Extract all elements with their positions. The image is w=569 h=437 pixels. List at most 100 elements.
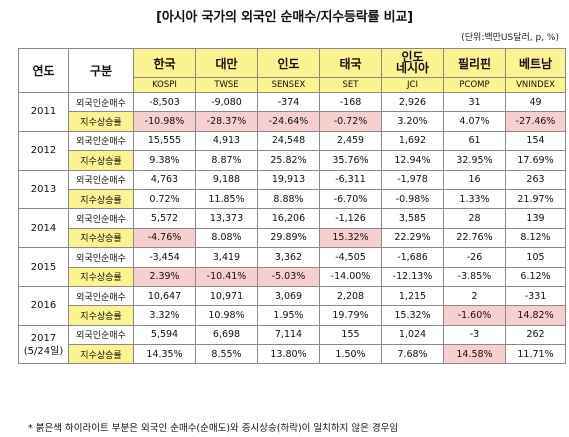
value-cell: 2,459 (319, 130, 382, 152)
value-cell: 16 (443, 169, 506, 190)
value-cell: 9,188 (195, 169, 258, 190)
value-cell: -4,505 (319, 247, 382, 268)
header-row-indices: KOSPI TWSE SENSEX SET JCI PCOMP VNINDEX (18, 77, 566, 93)
highlighted-value-cell: -0.72% (319, 111, 382, 132)
value-cell: -1,686 (381, 247, 444, 268)
row-label-index-change: 지수상승률 (68, 188, 134, 210)
index-header-set: SET (319, 77, 382, 93)
table-row: 2016 외국인순매수 10,647 10,971 3,069 2,208 1,… (18, 285, 566, 326)
value-cell: 2,208 (319, 285, 382, 307)
value-cell: 5,572 (133, 208, 196, 229)
year-cell: 2017 (5/24일) (18, 324, 69, 365)
value-cell: 25.82% (257, 150, 320, 171)
value-cell: 1,024 (381, 324, 444, 346)
value-cell: -26 (443, 247, 506, 268)
row-label-net-buy: 외국인순매수 (68, 91, 134, 113)
row-label-net-buy: 외국인순매수 (68, 169, 134, 190)
highlighted-value-cell: -24.64% (257, 111, 320, 132)
value-cell: 155 (319, 324, 382, 346)
value-cell: 2 (443, 285, 506, 307)
highlighted-value-cell: -1.60% (443, 305, 506, 326)
value-cell: 1.50% (319, 344, 382, 365)
highlighted-value-cell: 15.32% (319, 227, 382, 249)
year-cell: 2013 (18, 169, 69, 210)
year-label: 2017 (30, 332, 57, 344)
table-row: 지수상승률 14.35% 8.55% 13.80% 1.50% 7.68% 14… (19, 344, 566, 365)
value-cell: 1,215 (381, 285, 444, 307)
highlighted-value-cell: -5.03% (257, 266, 320, 287)
country-header-taiwan: 대만 (195, 48, 258, 78)
value-cell: 16,206 (257, 208, 320, 229)
value-cell: -6,311 (319, 169, 382, 190)
value-cell: -1,978 (381, 169, 444, 190)
row-label-net-buy: 외국인순매수 (68, 208, 134, 229)
index-header-pcomp: PCOMP (443, 77, 506, 93)
year-cell: 2015 (18, 247, 69, 287)
value-cell: 8.55% (195, 344, 258, 365)
value-cell: 0.72% (133, 188, 196, 210)
index-header-jci: JCI (381, 77, 444, 93)
value-cell: -12.13% (381, 266, 444, 287)
value-cell: -8,503 (133, 91, 196, 113)
value-cell: 17.69% (505, 150, 566, 171)
value-cell: -374 (257, 91, 320, 113)
table-row: 2011 외국인순매수 -8,503 -9,080 -374 -168 2,92… (18, 91, 566, 132)
country-header-indonesia: 인도 네시아 (381, 48, 444, 78)
year-header: 연도 (18, 48, 69, 93)
row-label-index-change: 지수상승률 (68, 150, 134, 171)
value-cell: 6.12% (505, 266, 566, 287)
highlighted-value-cell: -27.46% (505, 111, 566, 132)
value-cell: 154 (505, 130, 566, 152)
value-cell: 32.95% (443, 150, 506, 171)
year-cell: 2016 (18, 285, 69, 326)
value-cell: 7,114 (257, 324, 320, 346)
value-cell: -14.00% (319, 266, 382, 287)
value-cell: 1,692 (381, 130, 444, 152)
value-cell: 5,594 (133, 324, 196, 346)
value-cell: 139 (505, 208, 566, 229)
index-header-kospi: KOSPI (133, 77, 196, 93)
country-header-thailand: 태국 (319, 48, 382, 78)
value-cell: 6,698 (195, 324, 258, 346)
value-cell: 8.08% (195, 227, 258, 249)
value-cell: -9,080 (195, 91, 258, 113)
highlighted-value-cell: -10.98% (133, 111, 196, 132)
table-row: 지수상승률 -4.76% 8.08% 29.89% 15.32% 22.29% … (19, 227, 566, 249)
row-label-index-change: 지수상승률 (68, 266, 134, 287)
table-row: 2012 외국인순매수 15,555 4,913 24,548 2,459 1,… (18, 130, 566, 171)
value-cell: 262 (505, 324, 566, 346)
row-label-net-buy: 외국인순매수 (68, 130, 134, 152)
value-cell: 3,069 (257, 285, 320, 307)
value-cell: 13,373 (195, 208, 258, 229)
unit-label: (단위:백만US달러, p, %) (461, 33, 559, 43)
table-row: 2014 외국인순매수 5,572 13,373 16,206 -1,126 3… (18, 208, 566, 249)
header-row-countries: 연도 구분 한국 대만 인도 태국 인도 네시아 필리핀 베트남 (18, 48, 566, 93)
country-header-philippines: 필리핀 (443, 48, 506, 78)
value-cell: 11.71% (505, 344, 566, 365)
value-cell: 29.89% (257, 227, 320, 249)
row-label-index-change: 지수상승률 (68, 227, 134, 249)
value-cell: 4.07% (443, 111, 506, 132)
value-cell: 10.98% (195, 305, 258, 326)
table-title: [아시아 국가의 외국인 순매수/지수등락률 비교] (156, 10, 413, 25)
value-cell: -331 (505, 285, 566, 307)
country-header-vietnam: 베트남 (505, 48, 566, 78)
table-row: 지수상승률 -10.98% -28.37% -24.64% -0.72% 3.2… (19, 111, 566, 132)
highlighted-value-cell: 14.82% (505, 305, 566, 326)
highlighted-value-cell: -4.76% (133, 227, 196, 249)
row-label-index-change: 지수상승률 (68, 305, 134, 326)
value-cell: 15,555 (133, 130, 196, 152)
value-cell: 8.12% (505, 227, 566, 249)
value-cell: 7.68% (381, 344, 444, 365)
highlighted-value-cell: 2.39% (133, 266, 196, 287)
value-cell: 4,763 (133, 169, 196, 190)
value-cell: 49 (505, 91, 566, 113)
value-cell: 1.95% (257, 305, 320, 326)
value-cell: 13.80% (257, 344, 320, 365)
year-cell: 2011 (18, 92, 69, 132)
value-cell: 35.76% (319, 150, 382, 171)
value-cell: 3,419 (195, 247, 258, 268)
value-cell: 19,913 (257, 169, 320, 190)
table-row: 2017 (5/24일) 외국인순매수 5,594 6,698 7,114 155… (18, 324, 566, 365)
value-cell: 10,647 (133, 285, 196, 307)
